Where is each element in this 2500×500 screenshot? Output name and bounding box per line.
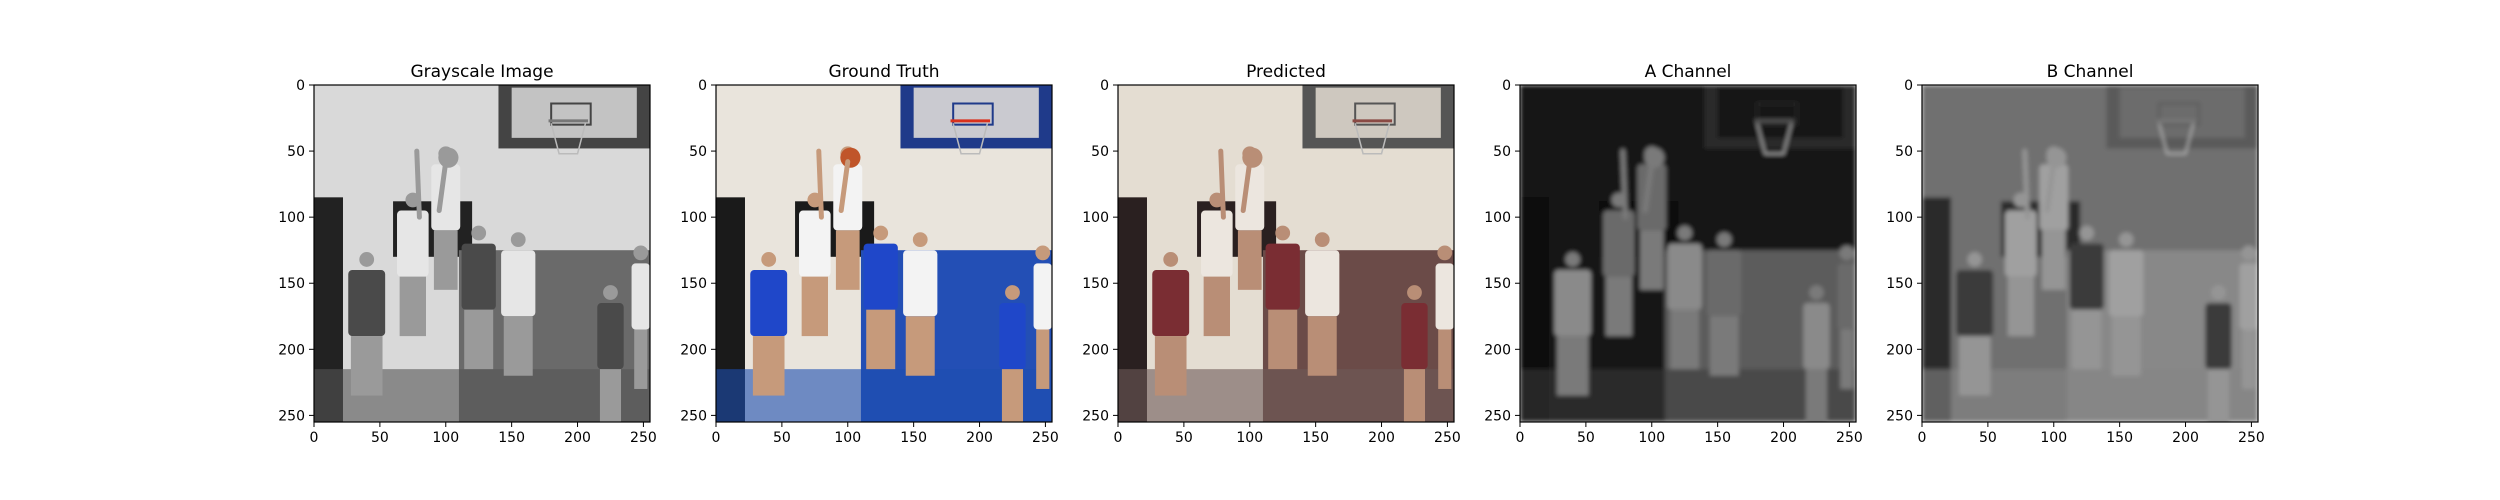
x-tick-label: 150 [2106,430,2133,446]
x-tick-label: 150 [1704,430,1731,446]
y-tick-label: 0 [1904,78,1913,94]
x-tick-label: 50 [371,430,389,446]
y-tick-label: 150 [278,276,305,292]
axes-frame [1519,84,1857,423]
subplot-2: Ground Truth 0 50 100 150 200 250 0 50 100 150 200 2… [680,62,1059,446]
y-tick-label: 0 [1502,78,1511,94]
y-tick-label: 50 [287,144,305,160]
axes-frame [313,84,651,423]
y-tick-label: 100 [1082,210,1109,226]
x-tick-label: 0 [1918,430,1927,446]
subplot-title: Grayscale Image [410,62,553,82]
x-tick-label: 250 [630,430,657,446]
y-tick-label: 150 [1484,276,1511,292]
y-tick-label: 50 [1493,144,1511,160]
x-tick-label: 50 [1577,430,1595,446]
x-tick-label: 250 [2238,430,2265,446]
y-tick-label: 150 [1886,276,1913,292]
y-tick-label: 250 [680,408,707,424]
x-tick-label: 250 [1836,430,1863,446]
subplot-4: A Channel 0 50 100 150 200 250 0 50 100 150 200 250 [1484,62,1863,446]
y-tick-label: 100 [1484,210,1511,226]
x-tick-label: 0 [1516,430,1525,446]
y-tick-label: 250 [278,408,305,424]
image-content [1118,85,1454,422]
x-tick-label: 100 [2040,430,2067,446]
y-tick-label: 150 [1082,276,1109,292]
x-tick-label: 200 [564,430,591,446]
y-tick-label: 100 [278,210,305,226]
x-tick-label: 0 [310,430,319,446]
subplot-title: A Channel [1645,62,1732,82]
x-tick-label: 100 [1236,430,1263,446]
subplot-title: B Channel [2047,62,2134,82]
x-tick-label: 0 [1114,430,1123,446]
subplot-title: Predicted [1246,62,1326,82]
y-tick-label: 0 [698,78,707,94]
y-tick-label: 100 [680,210,707,226]
axes-frame [715,84,1053,423]
image-content [314,85,650,422]
y-tick-label: 200 [680,342,707,358]
axes-frame [1117,84,1455,423]
x-tick-label: 100 [834,430,861,446]
x-tick-label: 150 [900,430,927,446]
y-tick-label: 50 [1895,144,1913,160]
x-tick-label: 100 [1638,430,1665,446]
x-tick-label: 200 [2172,430,2199,446]
y-tick-label: 250 [1082,408,1109,424]
y-tick-label: 250 [1484,408,1511,424]
y-tick-label: 50 [689,144,707,160]
x-tick-label: 250 [1434,430,1461,446]
axes-frame [1921,84,2259,423]
y-tick-label: 50 [1091,144,1109,160]
y-tick-label: 200 [1886,342,1913,358]
subplot-1: Grayscale Image 0 50 100 150 200 250 0 50 100 150 2… [278,62,657,446]
y-tick-label: 0 [296,78,305,94]
image-content [1922,85,2258,422]
y-tick-label: 100 [1886,210,1913,226]
y-tick-label: 150 [680,276,707,292]
x-tick-label: 50 [1979,430,1997,446]
x-tick-label: 150 [1302,430,1329,446]
subplot-3: Predicted 0 50 100 150 200 250 0 50 100 150 200 250 [1082,62,1461,446]
y-tick-label: 250 [1886,408,1913,424]
image-content [1520,85,1856,422]
subplot-5: B Channel 0 50 100 150 200 250 0 50 100 150 200 250 [1886,62,2265,446]
y-tick-label: 200 [1082,342,1109,358]
x-tick-label: 200 [966,430,993,446]
y-tick-label: 0 [1100,78,1109,94]
x-tick-label: 0 [712,430,721,446]
x-tick-label: 150 [498,430,525,446]
x-tick-label: 100 [432,430,459,446]
x-tick-label: 200 [1368,430,1395,446]
x-tick-label: 200 [1770,430,1797,446]
subplot-title: Ground Truth [828,62,939,82]
y-tick-label: 200 [1484,342,1511,358]
x-tick-label: 50 [1175,430,1193,446]
x-tick-label: 250 [1032,430,1059,446]
y-tick-label: 200 [278,342,305,358]
image-content [716,85,1052,422]
x-tick-label: 50 [773,430,791,446]
